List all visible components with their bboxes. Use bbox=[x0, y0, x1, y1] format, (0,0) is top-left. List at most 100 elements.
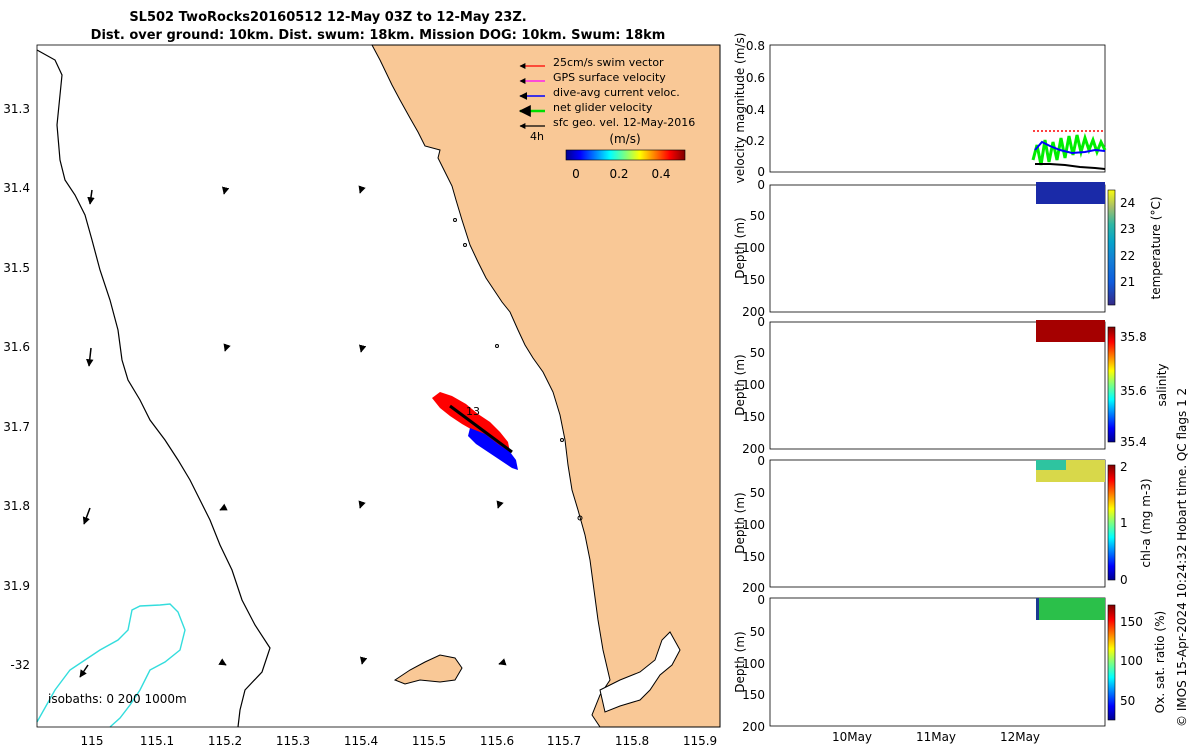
cbar-tick: 150 bbox=[1120, 615, 1143, 629]
speed-colorbar bbox=[565, 149, 686, 161]
map-frame bbox=[36, 44, 721, 728]
cbar-tick: 24 bbox=[1120, 196, 1135, 210]
map-legend: 25cm/s swim vector GPS surface velocity … bbox=[518, 56, 695, 181]
temperature-ylabel: Depth (m) bbox=[733, 217, 747, 278]
cbar-tick: 0 bbox=[1120, 573, 1128, 587]
cbar-tick: 50 bbox=[1120, 694, 1135, 708]
cbar-tick: 2 bbox=[1120, 460, 1128, 474]
temperature-cbar-label: temperature (°C) bbox=[1149, 197, 1163, 300]
colorbar-tick: 0 bbox=[572, 167, 580, 181]
legend-net-velocity: net glider velocity bbox=[553, 101, 653, 114]
salinity-colorbar bbox=[1107, 326, 1116, 443]
x-tick: 115.7 bbox=[547, 734, 581, 748]
depth-tick: 100 bbox=[742, 241, 765, 255]
current-vectors bbox=[468, 428, 518, 470]
chla-ylabel: Depth (m) bbox=[733, 492, 747, 553]
y-tick: 31.9 bbox=[3, 579, 30, 593]
vel-y-tick: 0.8 bbox=[746, 39, 765, 53]
temperature-colorbar bbox=[1107, 189, 1116, 306]
legend-gps-velocity: GPS surface velocity bbox=[553, 71, 666, 84]
legend-swim-vector: 25cm/s swim vector bbox=[553, 56, 664, 69]
colorbar-tick: 0.4 bbox=[651, 167, 670, 181]
figure-subtitle: Dist. over ground: 10km. Dist. swum: 18k… bbox=[91, 28, 666, 43]
velocity-panel: 0.8 0.6 0.4 0.2 0 velocity magnitude (m/… bbox=[733, 33, 1107, 184]
depth-tick: 50 bbox=[750, 209, 765, 223]
vel-y-tick: 0.6 bbox=[746, 71, 765, 85]
glider-track: 13 bbox=[432, 392, 518, 470]
time-tick: 10May bbox=[832, 730, 872, 744]
depth-tick: 0 bbox=[757, 454, 765, 468]
velocity-ylabel: velocity magnitude (m/s) bbox=[733, 33, 747, 184]
y-tick: 31.3 bbox=[3, 102, 30, 116]
isobath-200m bbox=[36, 49, 271, 728]
time-axis: 10May 11May 12May bbox=[832, 730, 1040, 744]
chla-colorbar bbox=[1107, 464, 1116, 581]
cbar-tick: 1 bbox=[1120, 516, 1128, 530]
sfc-velocity-series bbox=[1035, 163, 1106, 170]
y-tick: 31.4 bbox=[3, 181, 30, 195]
surface-current-arrows bbox=[79, 185, 507, 678]
y-tick: 31.8 bbox=[3, 499, 30, 513]
depth-tick: 200 bbox=[742, 720, 765, 734]
depth-tick: 0 bbox=[757, 593, 765, 607]
depth-tick: 50 bbox=[750, 486, 765, 500]
map-land bbox=[371, 44, 721, 728]
cbar-tick: 22 bbox=[1120, 249, 1135, 263]
cbar-tick: 23 bbox=[1120, 222, 1135, 236]
footer-credit: © IMOS 15-Apr-2024 10:24:32 Hobart time.… bbox=[1175, 388, 1189, 727]
x-tick: 115.4 bbox=[344, 734, 378, 748]
isobath-1000m bbox=[36, 603, 186, 728]
colorbar-unit: (m/s) bbox=[609, 132, 640, 146]
depth-tick: 100 bbox=[742, 518, 765, 532]
time-tick: 11May bbox=[916, 730, 956, 744]
salinity-cbar-label: salinity bbox=[1155, 363, 1169, 406]
map-panel: 13 25cm/s swim vector GPS surface veloci… bbox=[3, 44, 721, 748]
vel-y-tick: 0.2 bbox=[746, 134, 765, 148]
oxygen-cbar-label: Ox. sat. ratio (%) bbox=[1153, 611, 1167, 713]
temperature-frame bbox=[769, 184, 1106, 313]
map-y-axis: 31.3 31.4 31.5 31.6 31.7 31.8 31.9 -32 bbox=[3, 102, 30, 672]
oxygen-ylabel: Depth (m) bbox=[733, 631, 747, 692]
scale-label: 4h bbox=[530, 130, 544, 143]
cbar-tick: 35.4 bbox=[1120, 435, 1147, 449]
x-tick: 115.9 bbox=[683, 734, 717, 748]
temperature-profile bbox=[1036, 182, 1105, 204]
colorbar-tick: 0.2 bbox=[609, 167, 628, 181]
net-velocity-series bbox=[1031, 132, 1107, 166]
salinity-frame bbox=[769, 321, 1106, 450]
figure-title: SL502 TwoRocks20160512 12-May 03Z to 12-… bbox=[129, 10, 526, 25]
temperature-panel: 0 50 100 150 200 Depth (m) 21 22 23 24 t… bbox=[733, 178, 1163, 319]
depth-tick: 0 bbox=[757, 315, 765, 329]
salinity-profile bbox=[1036, 320, 1105, 342]
cbar-tick: 35.6 bbox=[1120, 384, 1147, 398]
legend-sfc-geo-velocity: sfc geo. vel. 12-May-2016 bbox=[553, 116, 695, 129]
chla-cbar-label: chl-a (mg m-3) bbox=[1139, 478, 1153, 567]
legend-dive-avg-current: dive-avg current veloc. bbox=[553, 86, 680, 99]
x-tick: 115.3 bbox=[276, 734, 310, 748]
depth-tick: 50 bbox=[750, 346, 765, 360]
depth-tick: 0 bbox=[757, 178, 765, 192]
depth-tick: 150 bbox=[742, 688, 765, 702]
vel-y-tick: 0 bbox=[757, 165, 765, 179]
cbar-tick: 21 bbox=[1120, 275, 1135, 289]
depth-tick: 100 bbox=[742, 657, 765, 671]
oxygen-colorbar bbox=[1107, 604, 1116, 721]
x-tick: 115 bbox=[81, 734, 104, 748]
cbar-tick: 35.8 bbox=[1120, 330, 1147, 344]
cbar-tick: 100 bbox=[1120, 654, 1143, 668]
depth-tick: 150 bbox=[742, 273, 765, 287]
track-label: 13 bbox=[466, 405, 480, 418]
vel-y-tick: 0.4 bbox=[746, 103, 765, 117]
depth-tick: 100 bbox=[742, 378, 765, 392]
x-tick: 115.6 bbox=[480, 734, 514, 748]
depth-tick: 150 bbox=[742, 550, 765, 564]
depth-tick: 200 bbox=[742, 581, 765, 595]
oxygen-profile bbox=[1036, 598, 1105, 620]
depth-tick: 50 bbox=[750, 625, 765, 639]
y-tick: 31.6 bbox=[3, 340, 30, 354]
map-x-axis: 115 115.1 115.2 115.3 115.4 115.5 115.6 … bbox=[81, 734, 718, 748]
chla-panel: 0 50 100 150 200 Depth (m) 0 1 2 chl-a (… bbox=[733, 454, 1153, 595]
map-island bbox=[393, 654, 463, 685]
y-tick: 31.7 bbox=[3, 420, 30, 434]
